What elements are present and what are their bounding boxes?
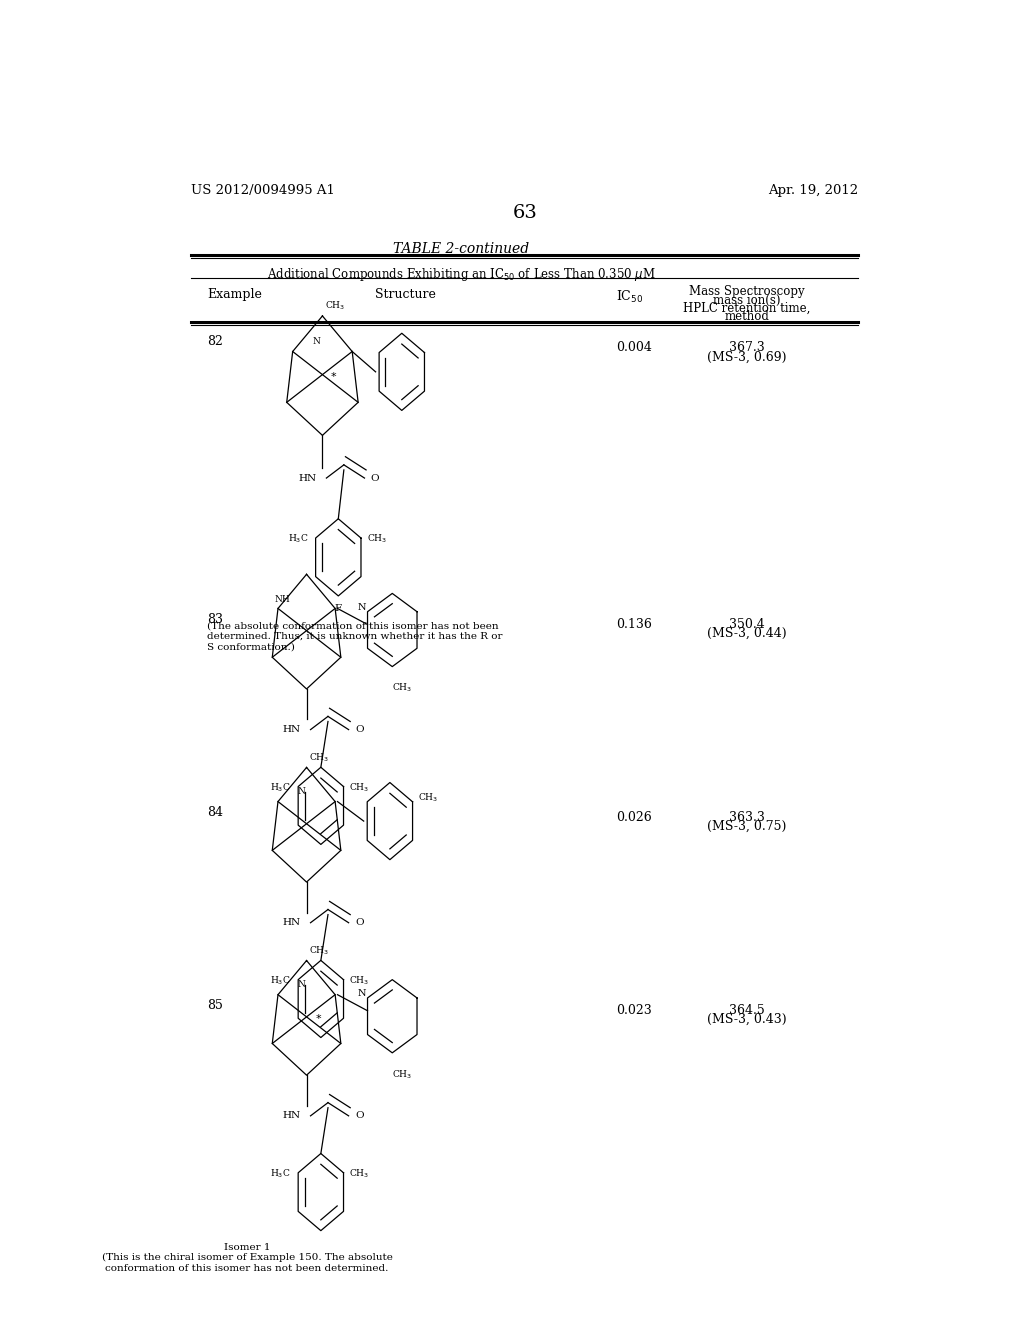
Text: O: O [371, 474, 380, 483]
Text: Additional Compounds Exhibiting an IC$_{50}$ of Less Than 0.350 $\mu$M: Additional Compounds Exhibiting an IC$_{… [267, 267, 655, 282]
Text: CH$_3$: CH$_3$ [367, 533, 387, 545]
Text: O: O [355, 919, 364, 927]
Text: 0.023: 0.023 [616, 1005, 652, 1016]
Text: O: O [355, 1111, 364, 1121]
Text: HN: HN [299, 474, 316, 483]
Text: Structure: Structure [376, 289, 436, 301]
Text: 82: 82 [207, 335, 223, 348]
Text: H$_3$C: H$_3$C [288, 533, 308, 545]
Text: 0.004: 0.004 [616, 342, 652, 354]
Text: HN: HN [283, 919, 301, 927]
Text: TABLE 2-continued: TABLE 2-continued [393, 242, 529, 256]
Text: CH$_3$: CH$_3$ [309, 945, 330, 957]
Text: NH: NH [274, 595, 291, 605]
Text: 0.136: 0.136 [616, 618, 652, 631]
Text: CH$_3$: CH$_3$ [349, 781, 370, 793]
Text: N: N [297, 787, 305, 796]
Text: O: O [355, 725, 364, 734]
Text: H$_3$C: H$_3$C [270, 781, 291, 793]
Text: HPLC retention time,: HPLC retention time, [683, 302, 811, 314]
Text: 84: 84 [207, 805, 223, 818]
Text: N: N [313, 337, 321, 346]
Text: CH$_3$: CH$_3$ [392, 682, 413, 694]
Text: (MS-3, 0.43): (MS-3, 0.43) [708, 1014, 786, 1026]
Text: HN: HN [283, 725, 301, 734]
Text: 63: 63 [512, 205, 538, 222]
Text: Isomer 1
(This is the chiral isomer of Example 150. The absolute
conformation of: Isomer 1 (This is the chiral isomer of E… [101, 1243, 392, 1272]
Text: 85: 85 [207, 999, 223, 1012]
Text: (MS-3, 0.44): (MS-3, 0.44) [708, 627, 786, 640]
Text: CH$_3$: CH$_3$ [392, 1068, 413, 1081]
Text: *: * [316, 1014, 322, 1024]
Text: 363.3: 363.3 [729, 810, 765, 824]
Text: (The absolute conformation of this isomer has not been
determined. Thus, it is u: (The absolute conformation of this isome… [207, 622, 503, 651]
Text: 350.4: 350.4 [729, 618, 765, 631]
Text: N: N [297, 981, 305, 990]
Text: Example: Example [207, 289, 262, 301]
Text: 364.5: 364.5 [729, 1005, 765, 1016]
Text: Apr. 19, 2012: Apr. 19, 2012 [768, 183, 858, 197]
Text: (MS-3, 0.75): (MS-3, 0.75) [708, 820, 786, 833]
Text: method: method [725, 310, 769, 323]
Text: 367.3: 367.3 [729, 342, 765, 354]
Text: CH$_3$: CH$_3$ [419, 792, 438, 804]
Text: N: N [357, 989, 366, 998]
Text: 83: 83 [207, 612, 223, 626]
Text: mass ion(s): mass ion(s) [714, 293, 780, 306]
Text: N: N [357, 603, 366, 611]
Text: Mass Spectroscopy: Mass Spectroscopy [689, 285, 805, 298]
Text: IC$_{50}$: IC$_{50}$ [616, 289, 643, 305]
Text: CH$_3$: CH$_3$ [349, 974, 370, 987]
Text: (MS-3, 0.69): (MS-3, 0.69) [708, 351, 786, 363]
Text: 0.026: 0.026 [616, 810, 652, 824]
Text: US 2012/0094995 A1: US 2012/0094995 A1 [191, 183, 336, 197]
Text: H$_3$C: H$_3$C [270, 974, 291, 987]
Text: H$_3$C: H$_3$C [270, 1167, 291, 1180]
Text: CH$_3$: CH$_3$ [325, 300, 345, 312]
Text: CH$_3$: CH$_3$ [349, 1167, 370, 1180]
Text: F: F [335, 605, 342, 612]
Text: CH$_3$: CH$_3$ [309, 752, 330, 764]
Text: *: * [331, 372, 336, 381]
Text: HN: HN [283, 1111, 301, 1121]
